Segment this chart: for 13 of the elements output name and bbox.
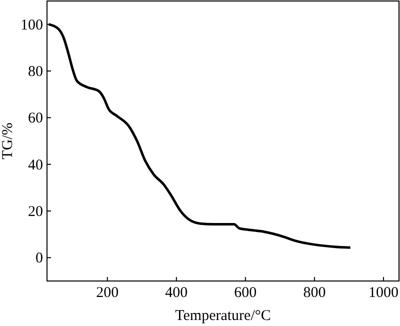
y-tick-label: 0 bbox=[36, 250, 43, 267]
x-tick-label: 600 bbox=[234, 285, 257, 301]
x-tick-label: 400 bbox=[165, 285, 188, 301]
x-axis-title: Temperature/°C bbox=[175, 308, 271, 324]
x-tick-label: 1000 bbox=[368, 285, 398, 301]
y-tick-label: 60 bbox=[28, 110, 43, 127]
y-tick-label: 40 bbox=[28, 157, 43, 174]
y-tick-label: 80 bbox=[28, 64, 43, 80]
y-tick-label: 100 bbox=[20, 17, 43, 34]
y-axis-title: TG/% bbox=[0, 122, 16, 160]
y-tick-label: 20 bbox=[28, 204, 43, 220]
x-tick-label: 800 bbox=[303, 285, 326, 301]
x-tick-label: 200 bbox=[96, 285, 119, 301]
